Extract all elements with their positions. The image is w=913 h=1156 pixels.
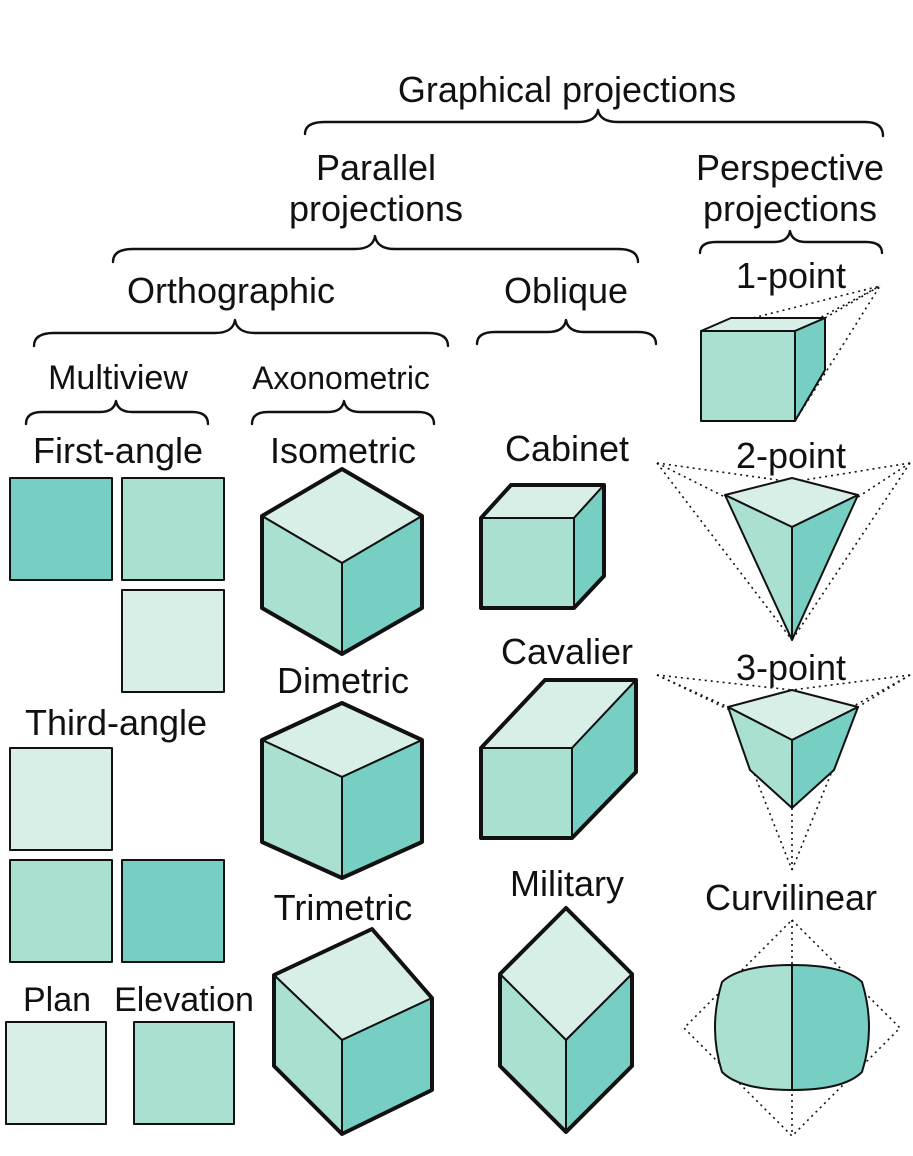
label-axonometric: Axonometric xyxy=(252,360,430,396)
cavalier-box-icon xyxy=(479,678,638,840)
label-multiview: Multiview xyxy=(48,359,188,397)
label-first-angle: First-angle xyxy=(33,430,203,471)
label-cavalier: Cavalier xyxy=(501,631,633,672)
label-parallel: Parallel xyxy=(316,147,436,188)
curvilinear-sphere-icon xyxy=(682,918,902,1138)
label-3-point: 3-point xyxy=(736,647,846,688)
label-orthographic: Orthographic xyxy=(127,270,335,311)
label-perspective-projections: projections xyxy=(703,188,877,229)
label-dimetric: Dimetric xyxy=(277,660,409,701)
label-curvilinear: Curvilinear xyxy=(705,877,877,918)
dimetric-cube-icon xyxy=(260,701,424,880)
trimetric-cube-icon xyxy=(272,927,434,1136)
two-point-box-icon xyxy=(656,462,911,641)
military-box-icon xyxy=(498,906,634,1134)
label-isometric: Isometric xyxy=(270,430,416,471)
label-third-angle: Third-angle xyxy=(25,702,207,743)
brace-graphical xyxy=(303,108,885,138)
label-cabinet: Cabinet xyxy=(505,428,629,469)
label-oblique: Oblique xyxy=(504,270,628,311)
label-1-point: 1-point xyxy=(736,255,846,296)
label-perspective: Perspective xyxy=(696,147,884,188)
label-plan: Plan xyxy=(23,981,91,1019)
brace-oblique xyxy=(475,318,658,346)
cabinet-box-icon xyxy=(479,483,606,610)
brace-perspective xyxy=(698,229,884,255)
label-military: Military xyxy=(510,863,624,904)
brace-axonometric xyxy=(250,399,436,426)
brace-multiview xyxy=(24,399,210,426)
three-point-box-icon xyxy=(656,674,911,871)
one-point-box-icon xyxy=(700,285,881,422)
label-trimetric: Trimetric xyxy=(274,887,413,928)
label-parallel-projections: projections xyxy=(289,188,463,229)
isometric-cube-icon xyxy=(260,467,424,656)
label-graphical-projections: Graphical projections xyxy=(398,69,736,110)
label-elevation: Elevation xyxy=(114,981,254,1019)
brace-parallel xyxy=(111,234,640,264)
brace-orthographic xyxy=(32,318,450,348)
label-2-point: 2-point xyxy=(736,435,846,476)
multiview-square-icon xyxy=(5,477,235,1125)
